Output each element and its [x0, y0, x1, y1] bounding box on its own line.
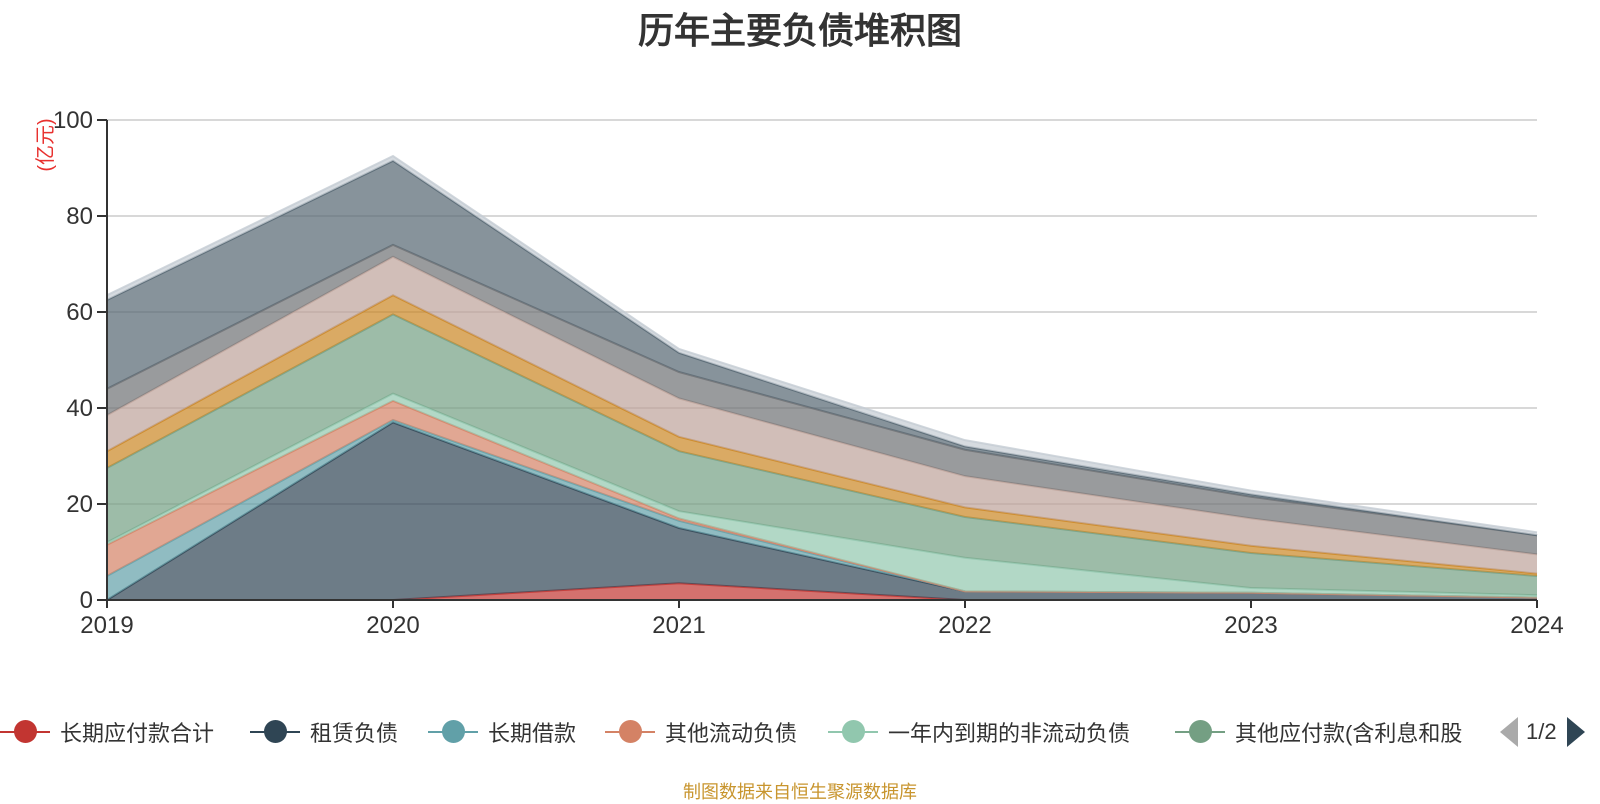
area-series-0[interactable]	[107, 583, 1537, 600]
legend-swatch-icon	[428, 717, 478, 747]
area-series-9[interactable]	[107, 160, 1537, 536]
legend: 长期应付款合计 租赁负债 长期借款 其他流动负债 一年内到期的非流动负债 其他应付款(含利…	[0, 712, 1600, 752]
legend-label: 长期借款	[488, 721, 577, 746]
area-series-1[interactable]	[107, 422, 1537, 600]
y-axis-unit-label: (亿元)	[34, 118, 57, 171]
axes: 0 20 40 60 80 100 2019 2020 2021 2022 2023 2024	[53, 107, 1564, 639]
legend-item-3[interactable]: 其他流动负债	[605, 712, 797, 752]
legend-swatch-icon	[250, 717, 300, 747]
y-tick-label: 80	[66, 203, 93, 230]
y-tick-label: 40	[66, 395, 93, 422]
area-series-line-10	[106, 154, 1538, 534]
x-tick-label: 2021	[652, 612, 705, 639]
legend-swatch-icon	[1175, 717, 1225, 747]
x-tick-label: 2023	[1224, 612, 1277, 639]
y-tick-label: 20	[66, 491, 93, 518]
legend-item-0[interactable]: 长期应付款合计	[0, 712, 214, 752]
stacked-area-chart: 0 20 40 60 80 100 2019 2020 2021 2022 2023 2024 (亿元…	[34, 107, 1564, 639]
legend-label: 长期应付款合计	[60, 721, 215, 746]
legend-item-2[interactable]: 长期借款	[428, 712, 576, 752]
x-tick-label: 2024	[1510, 612, 1563, 639]
y-tick-label: 100	[53, 107, 93, 134]
x-tick-label: 2019	[80, 612, 133, 639]
legend-swatch-icon	[0, 717, 50, 747]
chart-title: 历年主要负债堆积图	[637, 10, 962, 51]
y-tick-label: 0	[80, 587, 93, 614]
legend-pager: 1/2	[1500, 712, 1585, 752]
area-series	[106, 154, 1538, 601]
legend-page-indicator: 1/2	[1526, 719, 1557, 744]
legend-label: 租赁负债	[310, 721, 399, 746]
legend-item-1[interactable]: 租赁负债	[250, 712, 398, 752]
legend-item-4[interactable]: 一年内到期的非流动负债	[828, 712, 1130, 752]
legend-label: 其他流动负债	[665, 721, 798, 746]
legend-prev-page-icon[interactable]	[1500, 717, 1518, 747]
area-series-5[interactable]	[107, 314, 1537, 596]
source-note: 制图数据来自恒生聚源数据库	[683, 782, 917, 802]
legend-label: 一年内到期的非流动负债	[888, 721, 1131, 746]
legend-swatch-icon	[828, 717, 878, 747]
legend-next-page-icon[interactable]	[1566, 717, 1585, 747]
area-series-8[interactable]	[107, 244, 1537, 555]
legend-swatch-icon	[605, 717, 655, 747]
legend-label: 其他应付款(含利息和股	[1235, 721, 1463, 746]
legend-item-5[interactable]: 其他应付款(含利息和股	[1175, 712, 1462, 752]
area-series-line-9	[106, 159, 1538, 537]
x-tick-label: 2022	[938, 612, 991, 639]
area-series-7[interactable]	[107, 256, 1537, 574]
y-tick-label: 60	[66, 299, 93, 326]
x-tick-label: 2020	[366, 612, 419, 639]
